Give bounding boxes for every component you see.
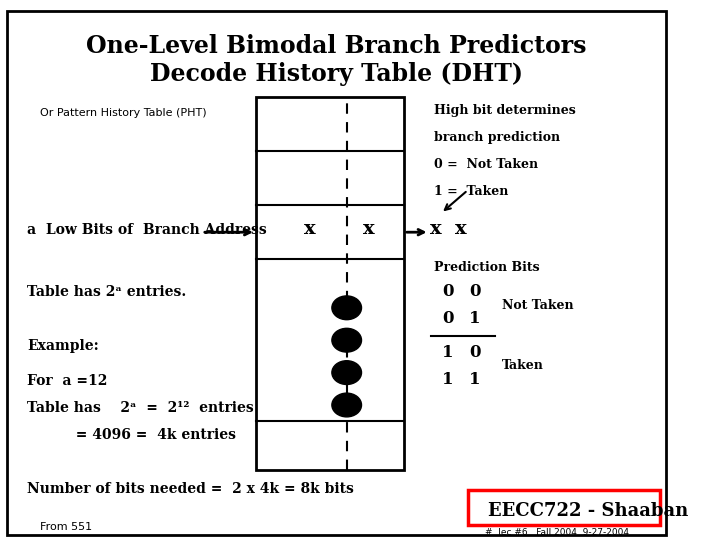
Circle shape <box>332 361 361 384</box>
Text: Not Taken: Not Taken <box>502 299 573 312</box>
Text: x: x <box>363 220 374 239</box>
Circle shape <box>332 296 361 320</box>
Text: EECC722 - Shaaban: EECC722 - Shaaban <box>488 502 688 521</box>
Text: Example:: Example: <box>27 339 99 353</box>
Text: 1 =  Taken: 1 = Taken <box>434 185 508 198</box>
Circle shape <box>332 393 361 417</box>
Text: = 4096 =  4k entries: = 4096 = 4k entries <box>27 428 236 442</box>
Text: Decode History Table (DHT): Decode History Table (DHT) <box>150 62 523 86</box>
Text: x: x <box>431 220 442 239</box>
Text: 0: 0 <box>442 310 454 327</box>
Text: 0 =  Not Taken: 0 = Not Taken <box>434 158 539 171</box>
Text: Or Pattern History Table (PHT): Or Pattern History Table (PHT) <box>40 109 207 118</box>
Text: For  a =12: For a =12 <box>27 374 107 388</box>
Text: 1: 1 <box>442 343 454 361</box>
Text: branch prediction: branch prediction <box>434 131 560 144</box>
Text: Prediction Bits: Prediction Bits <box>434 261 540 274</box>
Text: From 551: From 551 <box>40 522 92 531</box>
Text: #  lec #6   Fall 2004  9-27-2004: # lec #6 Fall 2004 9-27-2004 <box>485 529 629 537</box>
Text: 0: 0 <box>469 283 480 300</box>
Text: 1: 1 <box>469 310 480 327</box>
Bar <box>468 490 660 525</box>
Text: One-Level Bimodal Branch Predictors: One-Level Bimodal Branch Predictors <box>86 34 587 58</box>
Text: 1: 1 <box>442 370 454 388</box>
Text: x: x <box>304 220 315 239</box>
Text: Taken: Taken <box>502 359 544 372</box>
Text: a  Low Bits of  Branch Address: a Low Bits of Branch Address <box>27 222 266 237</box>
Bar <box>256 97 404 470</box>
Text: 1: 1 <box>469 370 480 388</box>
Circle shape <box>332 328 361 352</box>
Text: 0: 0 <box>469 343 480 361</box>
Text: Number of bits needed =  2 x 4k = 8k bits: Number of bits needed = 2 x 4k = 8k bits <box>27 482 354 496</box>
Text: Table has 2ᵃ entries.: Table has 2ᵃ entries. <box>27 285 186 299</box>
Text: x: x <box>455 220 467 239</box>
Text: Table has    2ᵃ  =  2¹²  entries: Table has 2ᵃ = 2¹² entries <box>27 401 253 415</box>
Text: High bit determines: High bit determines <box>434 104 576 117</box>
Text: 0: 0 <box>442 283 454 300</box>
